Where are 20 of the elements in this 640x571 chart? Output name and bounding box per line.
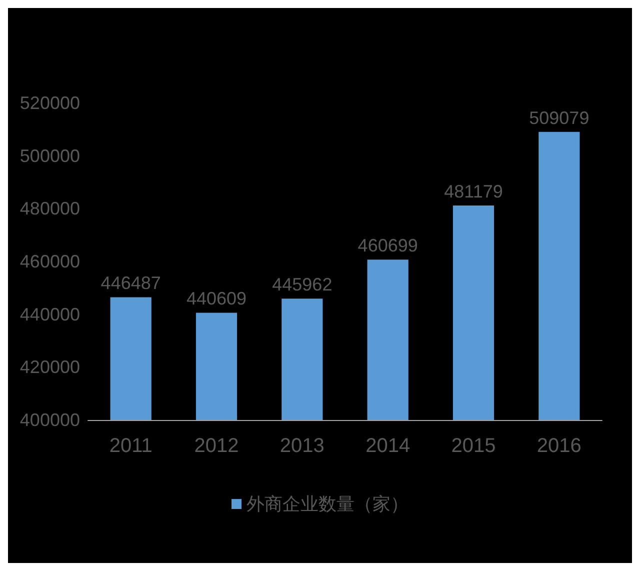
y-tick-label: 460000 bbox=[20, 252, 80, 272]
data-label: 445962 bbox=[272, 274, 332, 295]
x-tick-label: 2012 bbox=[194, 435, 239, 457]
x-tick-label: 2013 bbox=[280, 435, 324, 457]
data-label: 446487 bbox=[100, 273, 161, 294]
y-tick-label: 400000 bbox=[20, 410, 80, 430]
y-tick-label: 480000 bbox=[20, 198, 80, 219]
x-tick-label: 2011 bbox=[109, 435, 152, 457]
data-label: 460699 bbox=[358, 236, 418, 256]
data-label: 481179 bbox=[444, 182, 503, 202]
y-tick-label: 520000 bbox=[20, 93, 80, 113]
y-tick-label: 440000 bbox=[20, 304, 80, 324]
x-tick-label: 2015 bbox=[451, 435, 496, 457]
x-tick-label: 2014 bbox=[366, 435, 410, 457]
legend-label: 外商企业数量（家） bbox=[246, 494, 408, 514]
y-tick-label: 500000 bbox=[20, 146, 80, 166]
data-label: 509079 bbox=[529, 108, 590, 128]
y-tick-label: 420000 bbox=[20, 357, 80, 378]
data-label: 440609 bbox=[186, 288, 247, 309]
x-tick-label: 2016 bbox=[536, 435, 582, 457]
